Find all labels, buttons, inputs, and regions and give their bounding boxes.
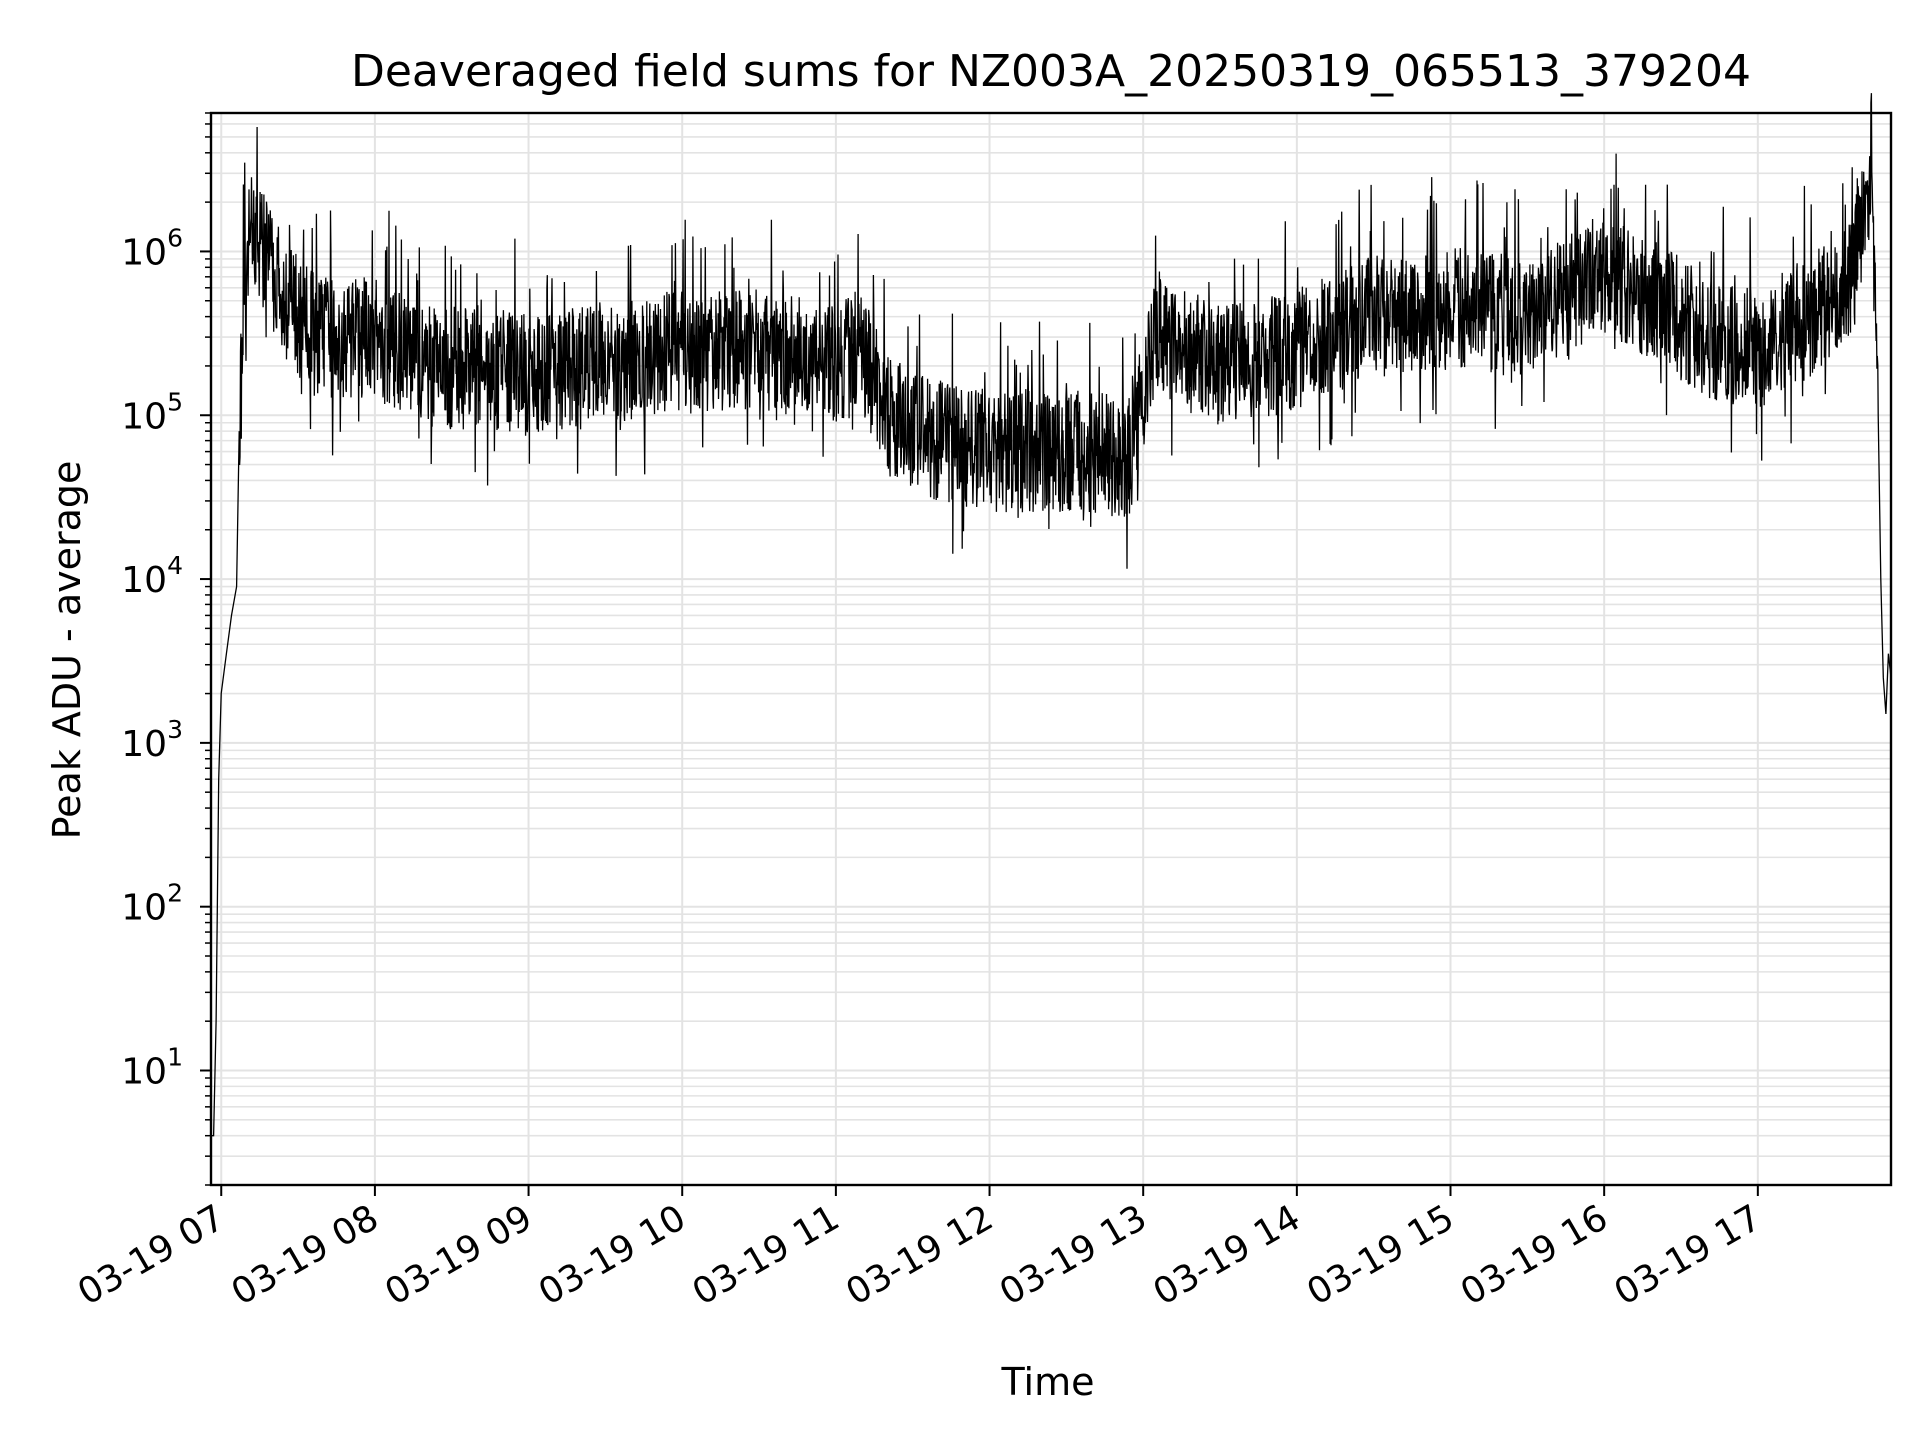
y-tick-exponent: 4: [167, 551, 183, 580]
series-line: [211, 93, 1892, 1137]
y-tick-label: 103: [121, 715, 183, 765]
y-tick-label: 101: [121, 1043, 183, 1093]
y-tick-base: 10: [121, 560, 167, 601]
y-tick-base: 10: [121, 396, 167, 437]
y-tick-label: 105: [121, 387, 183, 437]
y-tick-base: 10: [121, 1052, 167, 1093]
y-tick-exponent: 6: [167, 223, 183, 252]
chart-title: Deaveraged field sums for NZ003A_2025031…: [351, 46, 1751, 97]
y-tick-label: 102: [121, 879, 183, 929]
y-tick-base: 10: [121, 232, 167, 273]
y-tick-base: 10: [121, 888, 167, 929]
y-tick-base: 10: [121, 724, 167, 765]
y-tick-exponent: 1: [167, 1043, 183, 1072]
y-axis-label: Peak ADU - average: [45, 461, 89, 840]
y-tick-label: 104: [121, 551, 183, 601]
x-axis-label: Time: [1001, 1360, 1095, 1404]
series-layer: [211, 93, 1892, 1137]
y-tick-label: 106: [121, 223, 183, 273]
y-tick-exponent: 5: [167, 387, 183, 416]
plot-frame: [209, 111, 1893, 1187]
y-tick-exponent: 3: [167, 715, 183, 744]
y-tick-exponent: 2: [167, 879, 183, 908]
